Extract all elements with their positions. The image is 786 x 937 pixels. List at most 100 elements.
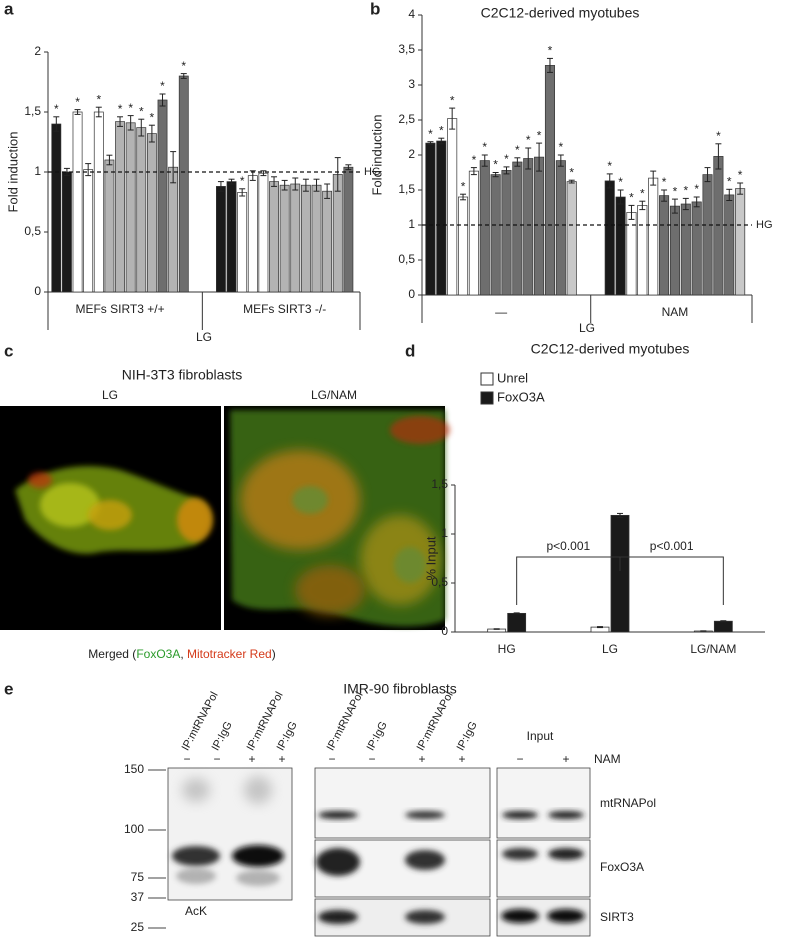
y-tick-label: 0,5 — [24, 224, 41, 238]
bar — [691, 201, 702, 296]
bar — [157, 99, 168, 293]
mw-marker: 100 — [124, 822, 144, 836]
panel-title: NIH-3T3 fibroblasts — [122, 367, 243, 383]
significance-mark: * — [450, 93, 455, 107]
x-tick-label: HG — [498, 642, 516, 656]
y-tick-label: 2 — [408, 147, 415, 161]
group-label: NAM — [662, 305, 689, 319]
row-label: FoxO3A — [600, 860, 644, 874]
bar — [300, 184, 311, 293]
lane-label: IP:mtRNAPol — [325, 690, 366, 753]
significance-mark: * — [727, 174, 732, 188]
bar — [62, 171, 72, 293]
y-tick-label: 0,5 — [398, 252, 415, 266]
significance-mark: * — [569, 165, 574, 179]
bar — [458, 196, 469, 296]
y-tick-label: 2 — [34, 44, 41, 58]
bar — [247, 175, 258, 293]
bar — [702, 174, 713, 296]
reference-label: HG — [756, 219, 773, 231]
caption-green: FoxO3A — [136, 647, 180, 661]
significance-mark: * — [629, 191, 634, 205]
bar — [468, 170, 479, 296]
lane-label: IP:IgG — [275, 720, 300, 753]
legend-swatch — [480, 372, 494, 386]
significance-mark: * — [128, 101, 133, 115]
panel-title: IMR-90 fibroblasts — [343, 681, 457, 697]
row-label: mtRNAPol — [600, 796, 656, 810]
treatment-sign: + — [418, 752, 425, 766]
significance-mark: * — [662, 175, 667, 189]
bar — [479, 160, 490, 296]
bar — [544, 65, 555, 296]
bar — [724, 194, 735, 296]
y-tick-label: 1,5 — [24, 104, 41, 118]
group-label: MEFs SIRT3 +/+ — [75, 302, 164, 316]
bar — [555, 160, 566, 296]
significance-bracket — [516, 556, 621, 605]
significance-mark: * — [181, 59, 186, 73]
image-label: LG — [102, 388, 118, 402]
bar — [269, 181, 279, 293]
lane-label: IP:IgG — [210, 720, 235, 753]
significance-mark: * — [526, 133, 531, 147]
significance-mark: * — [75, 95, 80, 109]
bar — [343, 166, 354, 293]
bar — [615, 196, 626, 296]
bar — [178, 75, 189, 293]
y-tick-label: 3 — [408, 77, 415, 91]
significance-mark: * — [160, 79, 165, 93]
bar — [637, 205, 648, 296]
legend-label: Unrel — [497, 370, 528, 385]
group-label: MEFs SIRT3 -/- — [243, 302, 326, 316]
significance-mark: * — [683, 184, 688, 198]
significance-mark: * — [118, 102, 123, 116]
mw-marker: 37 — [131, 890, 145, 904]
bar — [290, 183, 301, 293]
significance-mark: * — [537, 128, 542, 142]
y-axis-label: Fold induction — [369, 115, 384, 196]
significance-mark: * — [618, 175, 623, 189]
bar — [136, 127, 147, 293]
mw-marker: 25 — [131, 920, 145, 934]
treatment-sign: + — [278, 752, 285, 766]
bar — [501, 170, 512, 296]
panel-letter: a — [4, 0, 14, 18]
y-tick-label: 1,5 — [431, 477, 448, 491]
y-tick-label: 1 — [408, 217, 415, 231]
x-axis-label: LG — [196, 330, 212, 344]
significance-mark: * — [738, 168, 743, 182]
bar — [146, 133, 157, 293]
significance-mark: * — [150, 110, 155, 124]
bar — [83, 169, 94, 293]
significance-mark: * — [428, 127, 433, 141]
y-tick-label: 1 — [441, 526, 448, 540]
bar — [566, 181, 577, 296]
significance-mark: * — [607, 159, 612, 173]
significance-mark: * — [673, 184, 678, 198]
significance-mark: * — [54, 102, 59, 116]
bar — [648, 177, 659, 296]
bar — [680, 203, 691, 296]
treatment-sign: + — [248, 752, 255, 766]
micrograph-lg-nam — [224, 406, 450, 630]
chart-title: C2C12-derived myotubes — [481, 5, 640, 21]
legend-swatch — [480, 391, 494, 405]
significance-mark: * — [439, 123, 444, 137]
western-blot — [148, 767, 591, 937]
caption-text: Merged ( — [88, 647, 136, 661]
panel-letter: d — [405, 341, 415, 360]
bar — [115, 121, 125, 293]
x-tick-label: LG — [602, 642, 618, 656]
bar — [279, 184, 290, 293]
y-axis-label: % Input — [423, 536, 438, 580]
row-label: SIRT3 — [600, 910, 634, 924]
treatment-sign: − — [368, 752, 375, 766]
bar — [512, 161, 523, 296]
x-axis-label: LG — [579, 321, 595, 335]
bar — [669, 205, 680, 296]
bar — [436, 140, 447, 296]
bar — [104, 159, 115, 293]
bar — [604, 180, 615, 296]
